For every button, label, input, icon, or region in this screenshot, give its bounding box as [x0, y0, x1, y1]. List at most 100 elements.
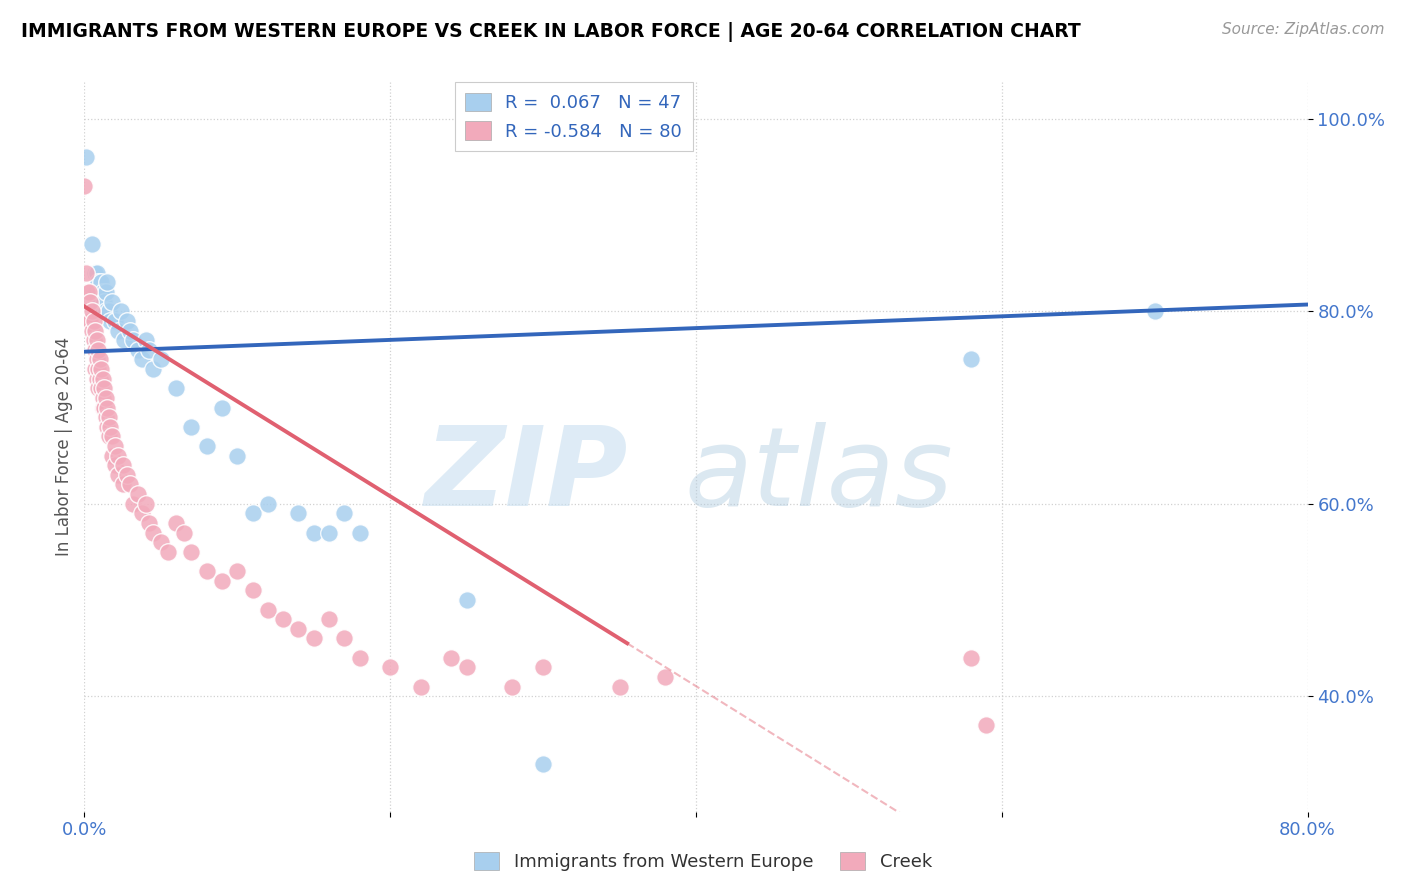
Text: Source: ZipAtlas.com: Source: ZipAtlas.com: [1222, 22, 1385, 37]
Point: [257, 497, 280, 511]
Point: [112, 333, 135, 347]
Point: [83, 314, 105, 328]
Legend: Immigrants from Western Europe, Creek: Immigrants from Western Europe, Creek: [467, 845, 939, 879]
Point: [226, 564, 249, 578]
Point: [84, 324, 107, 338]
Point: [138, 516, 160, 530]
Point: [302, 525, 325, 540]
Point: [90, 362, 112, 376]
Point: [1143, 304, 1166, 318]
Point: [96, 419, 118, 434]
Point: [101, 449, 124, 463]
Point: [97, 304, 120, 318]
Point: [89, 285, 111, 299]
Point: [75, 266, 97, 280]
Point: [86, 266, 108, 280]
Point: [91, 371, 114, 385]
Point: [87, 276, 110, 290]
Point: [83, 333, 105, 347]
Point: [101, 294, 124, 309]
Point: [76, 285, 98, 299]
Point: [97, 429, 120, 443]
Point: [142, 525, 165, 540]
Point: [349, 650, 371, 665]
Y-axis label: In Labor Force | Age 20-64: In Labor Force | Age 20-64: [55, 336, 73, 556]
Point: [73, 179, 96, 194]
Point: [409, 680, 432, 694]
Point: [976, 718, 998, 732]
Point: [127, 343, 149, 357]
Point: [84, 266, 107, 280]
Point: [94, 285, 117, 299]
Point: [94, 304, 117, 318]
Point: [101, 429, 124, 443]
Text: atlas: atlas: [683, 422, 953, 529]
Point: [131, 507, 153, 521]
Point: [93, 401, 115, 415]
Text: IMMIGRANTS FROM WESTERN EUROPE VS CREEK IN LABOR FORCE | AGE 20-64 CORRELATION C: IMMIGRANTS FROM WESTERN EUROPE VS CREEK …: [21, 22, 1081, 42]
Point: [120, 324, 142, 338]
Point: [107, 324, 129, 338]
Point: [333, 632, 356, 646]
Point: [257, 602, 280, 616]
Point: [456, 593, 478, 607]
Point: [93, 381, 115, 395]
Point: [531, 756, 554, 771]
Legend: R =  0.067   N = 47, R = -0.584   N = 80: R = 0.067 N = 47, R = -0.584 N = 80: [454, 82, 693, 152]
Point: [502, 680, 524, 694]
Point: [149, 352, 172, 367]
Point: [90, 381, 112, 395]
Point: [111, 477, 134, 491]
Point: [98, 314, 121, 328]
Point: [122, 497, 145, 511]
Point: [96, 276, 118, 290]
Point: [180, 419, 202, 434]
Point: [242, 507, 264, 521]
Point: [440, 650, 463, 665]
Point: [960, 352, 983, 367]
Point: [110, 304, 132, 318]
Point: [104, 314, 127, 328]
Point: [349, 525, 371, 540]
Point: [91, 391, 114, 405]
Point: [333, 507, 356, 521]
Point: [86, 333, 108, 347]
Point: [98, 419, 121, 434]
Point: [195, 564, 218, 578]
Point: [115, 314, 138, 328]
Point: [97, 410, 120, 425]
Point: [960, 650, 983, 665]
Point: [242, 583, 264, 598]
Point: [127, 487, 149, 501]
Point: [157, 545, 180, 559]
Point: [456, 660, 478, 674]
Point: [84, 285, 107, 299]
Point: [86, 371, 108, 385]
Point: [654, 670, 676, 684]
Point: [86, 352, 108, 367]
Point: [91, 304, 114, 318]
Point: [77, 285, 100, 299]
Point: [302, 632, 325, 646]
Point: [94, 410, 117, 425]
Point: [287, 507, 309, 521]
Point: [89, 352, 111, 367]
Point: [87, 343, 110, 357]
Point: [609, 680, 631, 694]
Point: [115, 467, 138, 482]
Text: ZIP: ZIP: [425, 422, 628, 529]
Point: [80, 324, 103, 338]
Point: [77, 314, 100, 328]
Point: [89, 294, 111, 309]
Point: [93, 294, 115, 309]
Point: [75, 150, 97, 164]
Point: [107, 467, 129, 482]
Point: [84, 362, 107, 376]
Point: [131, 352, 153, 367]
Point: [111, 458, 134, 473]
Point: [195, 439, 218, 453]
Point: [80, 304, 103, 318]
Point: [91, 401, 114, 415]
Point: [173, 525, 195, 540]
Point: [380, 660, 402, 674]
